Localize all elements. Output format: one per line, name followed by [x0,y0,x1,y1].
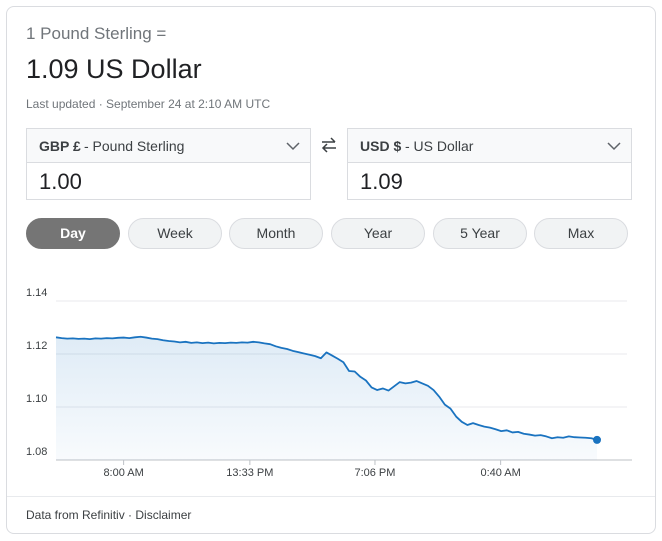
y-tick-label: 1.10 [26,393,47,405]
x-tick-label: 0:40 AM [480,467,520,479]
y-tick-label: 1.14 [26,287,47,299]
currency-name: - Pound Sterling [84,138,185,154]
chevron [286,142,300,151]
range-tab[interactable]: Month [229,218,323,249]
y-tick-label: 1.12 [26,340,47,352]
last-point [593,435,601,444]
swap-icon[interactable] [320,137,338,153]
from-amount[interactable]: 1.00 [39,169,82,194]
from-select[interactable]: GBP £ - Pound Sterling [27,129,310,163]
area [56,336,597,460]
to-amount[interactable]: 1.09 [360,169,403,194]
to-select[interactable]: USD $ - US Dollar [348,129,631,163]
separator [7,496,655,497]
footer: Data from Refinitiv · Disclaimer [26,508,192,522]
range-tab[interactable]: 5 Year [433,218,527,249]
price-line [55,335,598,441]
currency-code: USD $ [360,138,402,154]
range-tab[interactable]: Day [26,218,120,249]
x-tick-label: 13:33 PM [226,467,273,479]
range-tab[interactable]: Week [128,218,222,249]
x-tick-label: 7:06 PM [354,467,395,479]
chevron [607,142,621,151]
from-line: 1 Pound Sterling = [26,24,167,43]
from-currency: GBP £ - Pound Sterling 1.00 [26,128,311,200]
x-tick-label: 8:00 AM [103,467,143,479]
range-tab[interactable]: Year [331,218,425,249]
result: 1.09 US Dollar [26,54,202,84]
to-currency: USD $ - US Dollar 1.09 [347,128,632,200]
currency-name: - US Dollar [405,138,474,154]
last-updated: Last updated · September 24 at 2:10 AM U… [26,97,271,111]
range-tab[interactable]: Max [534,218,628,249]
y-tick-label: 1.08 [26,446,47,458]
currency-code: GBP £ [39,138,81,154]
